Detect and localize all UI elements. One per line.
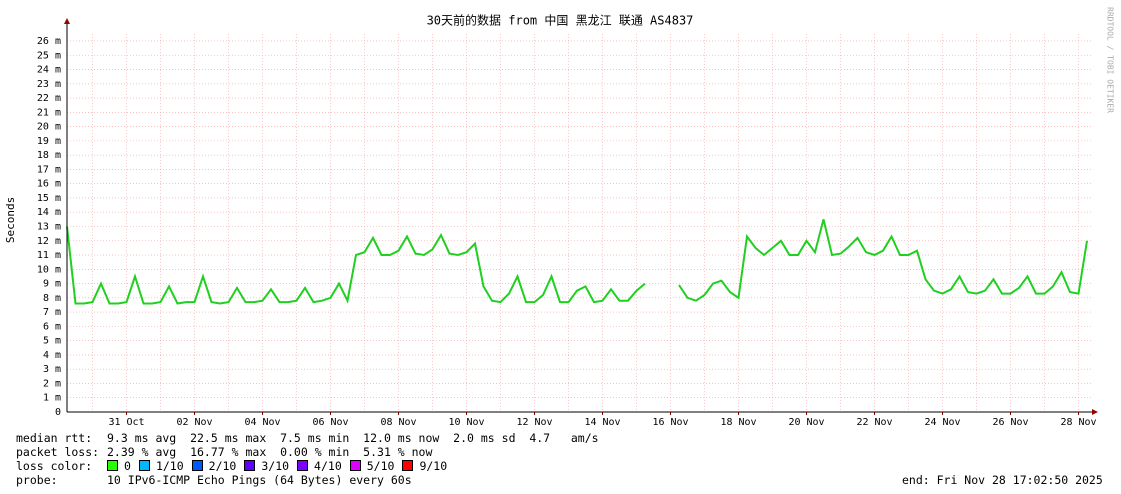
probe-row: probe: 10 IPv6-ICMP Echo Pings (64 Bytes)… <box>16 473 412 487</box>
x-tick-label: 16 Nov <box>652 417 688 428</box>
y-tick-label: 20 m <box>37 122 61 133</box>
x-tick-label: 04 Nov <box>244 417 280 428</box>
y-tick-label: 1 m <box>43 393 61 404</box>
y-tick-label: 13 m <box>37 221 61 232</box>
label: median rtt: <box>16 431 93 445</box>
median-line <box>66 219 1088 305</box>
x-tick-label: 22 Nov <box>856 417 892 428</box>
watermark: RRDTOOL / TOBI OETIKER <box>1106 7 1115 113</box>
stats-text: 9.3 ms avg 22.5 ms max 7.5 ms min 12.0 m… <box>107 431 599 445</box>
x-tick-label: 06 Nov <box>312 417 348 428</box>
y-tick-label: 12 m <box>37 236 61 247</box>
x-tick-label: 08 Nov <box>380 417 416 428</box>
y-tick-label: 2 m <box>43 378 61 389</box>
y-tick-label: 23 m <box>37 79 61 90</box>
y-tick-label: 5 m <box>43 336 61 347</box>
probe-text: 10 IPv6-ICMP Echo Pings (64 Bytes) every… <box>107 473 412 487</box>
x-tick-label: 24 Nov <box>924 417 960 428</box>
axis-arrow <box>64 18 70 24</box>
y-tick-label: 7 m <box>43 307 61 318</box>
y-tick-label: 19 m <box>37 136 61 147</box>
chart: 30天前的数据 from 中国 黑龙江 联通 AS4837 Seconds RR… <box>4 7 1115 428</box>
loss-label: 4/10 <box>314 459 342 473</box>
x-tick-label: 28 Nov <box>1060 417 1096 428</box>
loss-label: 5/10 <box>366 459 395 473</box>
y-axis-label: Seconds <box>4 197 17 243</box>
y-tick-label: 8 m <box>43 293 61 304</box>
end-time: end: Fri Nov 28 17:02:50 2025 <box>902 473 1103 487</box>
x-tick-label: 18 Nov <box>720 417 756 428</box>
y-tick-label: 22 m <box>37 93 61 104</box>
y-tick-label: 4 m <box>43 350 61 361</box>
loss-swatch <box>402 460 414 471</box>
loss-label: 9/10 <box>419 459 448 473</box>
stats-text: 2.39 % avg 16.77 % max 0.00 % min 5.31 %… <box>107 445 433 459</box>
y-tick-label: 26 m <box>37 36 61 47</box>
y-tick-label: 11 m <box>37 250 61 261</box>
x-tick-label: 31 Oct <box>108 417 144 428</box>
x-tick-label: 02 Nov <box>176 417 212 428</box>
loss-label: 1/10 <box>155 459 184 473</box>
y-tick-label: 10 m <box>37 264 61 275</box>
y-tick-label: 3 m <box>43 364 61 375</box>
loss-swatch <box>138 460 150 471</box>
loss-swatch <box>349 460 361 471</box>
y-tick-label: 24 m <box>37 65 61 76</box>
y-tick-label: 16 m <box>37 179 61 190</box>
median-rtt-row: median rtt: 9.3 ms avg 22.5 ms max 7.5 ms… <box>16 431 599 445</box>
axis-arrow <box>1092 409 1098 415</box>
y-tick-label: 25 m <box>37 50 61 61</box>
x-tick-label: 20 Nov <box>788 417 824 428</box>
label: loss color: <box>16 459 93 473</box>
x-tick-label: 12 Nov <box>516 417 552 428</box>
loss-swatch <box>244 460 256 471</box>
loss-label: 0 <box>124 459 131 473</box>
loss-swatch <box>191 460 203 471</box>
y-tick-label: 15 m <box>37 193 61 204</box>
y-tick-label: 17 m <box>37 164 61 175</box>
loss-swatch <box>107 460 118 471</box>
x-tick-label: 14 Nov <box>584 417 620 428</box>
label: probe: <box>16 473 58 487</box>
y-tick-label: 6 m <box>43 321 61 332</box>
y-tick-label: 9 m <box>43 279 61 290</box>
y-tick-label: 21 m <box>37 107 61 118</box>
loss-label: 2/10 <box>208 459 237 473</box>
y-tick-label: 14 m <box>37 207 61 218</box>
y-tick-label: 18 m <box>37 150 61 161</box>
packet-loss-row: packet loss: 2.39 % avg 16.77 % max 0.00 … <box>16 445 432 459</box>
loss-swatch <box>297 460 309 471</box>
y-tick-label: 0 <box>55 407 61 418</box>
label: packet loss: <box>16 445 100 459</box>
loss-color-row: loss color: 0 1/10 2/10 3/10 4/10 5/10 9/10 <box>16 459 447 473</box>
x-tick-label: 26 Nov <box>992 417 1028 428</box>
x-tick-label: 10 Nov <box>448 417 484 428</box>
loss-label: 3/10 <box>261 459 290 473</box>
chart-title: 30天前的数据 from 中国 黑龙江 联通 AS4837 <box>427 13 694 28</box>
